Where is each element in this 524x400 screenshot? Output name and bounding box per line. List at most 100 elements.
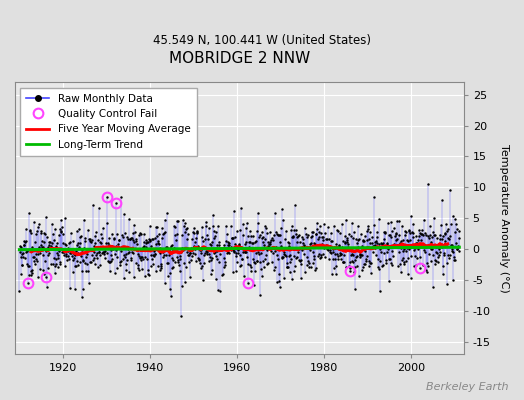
Point bbox=[61, 263, 69, 269]
Point bbox=[216, 288, 224, 294]
Point bbox=[76, 240, 84, 246]
Point bbox=[54, 264, 62, 271]
Point bbox=[200, 260, 208, 266]
Point bbox=[230, 249, 238, 255]
Point bbox=[145, 271, 153, 278]
Point bbox=[61, 253, 70, 260]
Point bbox=[173, 257, 182, 263]
Point bbox=[127, 257, 135, 264]
Point bbox=[258, 229, 266, 235]
Point bbox=[370, 194, 378, 200]
Point bbox=[125, 215, 133, 222]
Point bbox=[68, 246, 76, 252]
Point bbox=[355, 252, 364, 258]
Point bbox=[314, 251, 323, 257]
Point bbox=[350, 229, 358, 235]
Point bbox=[402, 236, 411, 243]
Point bbox=[438, 244, 446, 250]
Point bbox=[289, 234, 298, 240]
Point bbox=[268, 236, 277, 243]
Point bbox=[125, 269, 134, 276]
Point bbox=[382, 242, 390, 249]
Point bbox=[147, 263, 155, 269]
Point bbox=[406, 230, 414, 236]
Point bbox=[288, 276, 297, 282]
Point bbox=[403, 255, 412, 261]
Point bbox=[35, 244, 43, 250]
Point bbox=[60, 248, 68, 255]
Point bbox=[374, 241, 383, 247]
Point bbox=[104, 240, 112, 247]
Point bbox=[248, 246, 256, 253]
Point bbox=[83, 227, 92, 234]
Point bbox=[348, 219, 356, 226]
Point bbox=[93, 250, 102, 256]
Point bbox=[437, 243, 445, 249]
Point bbox=[305, 260, 313, 266]
Point bbox=[50, 263, 59, 270]
Point bbox=[427, 246, 435, 252]
Point bbox=[118, 245, 126, 252]
Point bbox=[351, 264, 359, 270]
Point bbox=[246, 228, 254, 234]
Point bbox=[365, 229, 374, 235]
Point bbox=[27, 272, 35, 278]
Point bbox=[358, 237, 367, 243]
Point bbox=[249, 256, 257, 262]
Point bbox=[254, 210, 262, 216]
Point bbox=[302, 244, 310, 250]
Point bbox=[32, 256, 40, 262]
Point bbox=[62, 242, 70, 249]
Point bbox=[399, 246, 408, 252]
Point bbox=[301, 230, 310, 237]
Point bbox=[136, 254, 145, 261]
Point bbox=[311, 241, 319, 247]
Point bbox=[379, 240, 387, 246]
Point bbox=[150, 248, 158, 254]
Point bbox=[214, 259, 223, 266]
Point bbox=[290, 268, 299, 274]
Point bbox=[180, 223, 189, 230]
Point bbox=[139, 239, 148, 246]
Point bbox=[426, 223, 434, 229]
Point bbox=[361, 248, 369, 254]
Point bbox=[401, 232, 409, 238]
Point bbox=[187, 257, 195, 264]
Point bbox=[280, 236, 289, 242]
Point bbox=[404, 238, 412, 245]
Point bbox=[201, 250, 209, 256]
Point bbox=[420, 242, 429, 248]
Point bbox=[225, 240, 233, 246]
Point bbox=[97, 244, 106, 250]
Point bbox=[342, 217, 351, 223]
Point bbox=[39, 252, 48, 258]
Point bbox=[69, 269, 78, 275]
Point bbox=[38, 244, 46, 250]
Point bbox=[326, 246, 334, 253]
Point bbox=[372, 245, 380, 252]
Point bbox=[52, 249, 61, 256]
Point bbox=[225, 250, 234, 256]
Point bbox=[179, 217, 187, 223]
Point bbox=[455, 234, 463, 241]
Point bbox=[202, 219, 210, 226]
Point bbox=[102, 240, 110, 246]
Point bbox=[75, 234, 84, 240]
Point bbox=[312, 231, 321, 237]
Point bbox=[169, 247, 177, 253]
Point bbox=[73, 242, 82, 248]
Point bbox=[43, 252, 52, 258]
Point bbox=[405, 246, 413, 252]
Point bbox=[100, 250, 108, 257]
Point bbox=[403, 271, 412, 277]
Point bbox=[179, 260, 188, 266]
Point bbox=[15, 288, 24, 294]
Point bbox=[388, 248, 396, 254]
Point bbox=[71, 263, 80, 269]
Point bbox=[253, 258, 261, 264]
Point bbox=[58, 231, 67, 238]
Point bbox=[441, 230, 450, 236]
Point bbox=[245, 262, 254, 268]
Point bbox=[249, 282, 258, 288]
Point bbox=[261, 256, 269, 262]
